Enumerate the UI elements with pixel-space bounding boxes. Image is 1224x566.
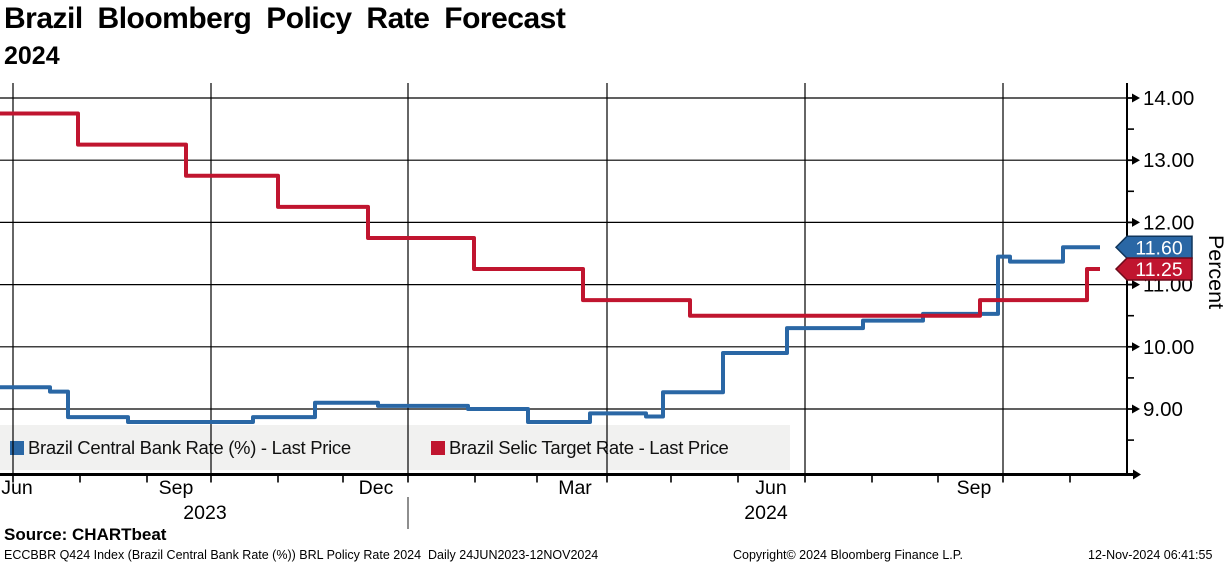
y-tick-arrow-icon: [1132, 404, 1140, 414]
series-line-0: [0, 245, 1100, 425]
x-axis-year-label: 2023: [183, 502, 226, 524]
last-price-value-0: 11.60: [1135, 237, 1183, 259]
x-axis-month-label: Sep: [159, 477, 194, 499]
last-price-value-1: 11.25: [1135, 259, 1183, 281]
x-axis-arrow-icon: [1133, 469, 1141, 480]
x-axis-month-label: Mar: [558, 477, 592, 499]
y-axis-title: Percent: [1204, 235, 1224, 309]
x-axis-month-label: Jun: [755, 477, 786, 499]
chart-title: Brazil Bloomberg Policy Rate Forecast: [4, 2, 566, 35]
copyright-notice: Copyright© 2024 Bloomberg Finance L.P.: [733, 548, 963, 562]
y-tick-arrow-icon: [1132, 155, 1140, 165]
legend-label: Brazil Central Bank Rate (%) - Last Pric…: [28, 436, 351, 458]
chart-subtitle: 2024: [4, 42, 60, 70]
x-axis-month-label: Dec: [359, 477, 394, 499]
legend: Brazil Central Bank Rate (%) - Last Pric…: [0, 425, 790, 470]
y-axis-label: 12.00: [1143, 211, 1194, 234]
source-label: Source: CHARTbeat: [4, 525, 167, 544]
y-axis-label: 14.00: [1143, 87, 1194, 110]
x-axis-month-label: Sep: [957, 477, 992, 499]
y-tick-arrow-icon: [1132, 93, 1140, 103]
legend-item-selic-target-rate: Brazil Selic Target Rate - Last Price: [431, 425, 729, 470]
last-price-badge-1: [1114, 257, 1193, 281]
y-axis-label: 9.00: [1143, 398, 1183, 421]
x-axis-month-label: Jun: [1, 477, 32, 499]
timestamp: 12-Nov-2024 06:41:55: [1088, 548, 1213, 562]
y-tick-arrow-icon: [1132, 217, 1140, 227]
series-line-1: [0, 111, 1100, 318]
last-price-badge-0: [1114, 235, 1193, 260]
y-tick-arrow-icon: [1132, 280, 1140, 290]
legend-label: Brazil Selic Target Rate - Last Price: [449, 436, 729, 458]
y-axis-label: 10.00: [1143, 336, 1194, 359]
y-axis-label: 13.00: [1143, 149, 1194, 172]
y-tick-arrow-icon: [1132, 342, 1140, 352]
ticker-description: ECCBBR Q424 Index (Brazil Central Bank R…: [4, 548, 599, 562]
legend-swatch-red: [431, 440, 445, 455]
x-axis-year-label: 2024: [744, 502, 788, 524]
